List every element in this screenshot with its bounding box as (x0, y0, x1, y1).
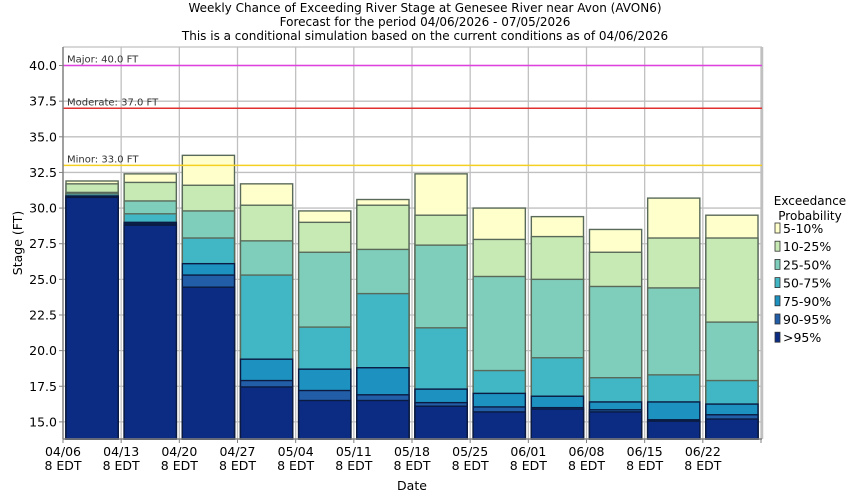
bars (65, 154, 759, 440)
bar-segment-gt95pct (65, 196, 119, 440)
bar-04-20 (181, 154, 236, 440)
x-tick-sublabel: 8 EDT (626, 458, 663, 473)
bar-06-01 (530, 215, 585, 440)
x-axis-label: Date (397, 478, 427, 493)
chart-note: This is a conditional simulation based o… (181, 29, 668, 43)
bar-06-22 (705, 214, 759, 440)
y-tick-label: 35.0 (29, 129, 57, 144)
x-tick-sublabel: 8 EDT (44, 458, 81, 473)
y-tick-label: 32.5 (29, 165, 57, 180)
bar-05-25 (472, 207, 527, 440)
x-tick-label: 05/25 (452, 444, 488, 459)
y-axis-label: Stage (FT) (10, 211, 25, 275)
legend-swatch (774, 277, 781, 289)
bar-segment-gt95pct (705, 418, 759, 440)
bar-04-27 (239, 183, 294, 440)
threshold-lines: Major: 40.0 FT Moderate: 37.0 FT Minor: 33… (63, 55, 762, 167)
x-tick-label: 06/08 (568, 444, 604, 459)
legend-label: 50-75% (783, 276, 831, 291)
x-tick-sublabel: 8 EDT (568, 458, 605, 473)
bar-segment-gt95pct (530, 408, 585, 440)
legend-title-line2: Probability (778, 209, 841, 223)
bar-segment-gt95pct (588, 411, 643, 440)
y-tick-label: 25.0 (29, 272, 57, 287)
bar-segment-gt95pct (239, 386, 294, 440)
bar-05-04 (297, 210, 352, 440)
x-tick-label: 04/06 (45, 444, 81, 459)
chart-subtitle: Forecast for the period 04/06/2026 - 07/… (280, 15, 571, 29)
legend-swatch (774, 240, 781, 252)
x-tick-sublabel: 8 EDT (103, 458, 140, 473)
x-tick-sublabel: 8 EDT (684, 458, 721, 473)
chart-title: Weekly Chance of Exceeding River Stage a… (188, 1, 661, 15)
legend-label: 10-25% (783, 239, 831, 254)
legend-label: 90-95% (783, 312, 831, 327)
bar-segment-gt95pct (123, 224, 178, 440)
threshold-label: Moderate: 37.0 FT (67, 97, 159, 108)
x-tick-sublabel: 8 EDT (277, 458, 314, 473)
legend-label: 5-10% (783, 221, 823, 236)
bar-segment-gt95pct (472, 411, 527, 440)
x-tick-label: 04/13 (103, 444, 139, 459)
x-tick-label: 05/18 (394, 444, 430, 459)
threshold-label: Major: 40.0 FT (67, 55, 139, 66)
legend-label: 75-90% (783, 294, 831, 309)
y-tick-label: 15.0 (29, 414, 57, 429)
bar-segment-gt95pct (181, 286, 236, 440)
legend-label: 25-50% (783, 257, 831, 272)
y-tick-label: 40.0 (29, 58, 57, 73)
bar-segment-gt95pct (646, 420, 701, 440)
threshold-label: Minor: 33.0 FT (67, 154, 139, 165)
legend-label: >95% (783, 330, 821, 345)
bar-segment-gt95pct (356, 399, 410, 440)
x-tick-sublabel: 8 EDT (510, 458, 547, 473)
x-tick-sublabel: 8 EDT (335, 458, 372, 473)
bar-05-18 (414, 173, 468, 440)
legend-swatch (774, 331, 781, 343)
x-tick-sublabel: 8 EDT (161, 458, 198, 473)
legend-swatch (774, 258, 781, 270)
legend-swatch (774, 295, 781, 307)
y-tick-label: 30.0 (29, 201, 57, 216)
legend-items: 5-10% 10-25% 25-50% 50-75% 75-90% 90-95% >95% (774, 221, 831, 345)
legend: Exceedance Probability 5-10% 10-25% 25-50%… (774, 194, 846, 345)
legend-swatch (774, 313, 781, 325)
x-tick-label: 06/15 (627, 444, 663, 459)
y-tick-label: 17.5 (29, 379, 57, 394)
x-tick-label: 05/04 (278, 444, 314, 459)
x-tick-label: 04/20 (161, 444, 197, 459)
bar-segment-gt95pct (414, 405, 468, 440)
y-axis-ticks: 15.0 17.5 20.0 22.5 25.0 27.5 30.0 32.5 35.0 37.5… (29, 58, 63, 429)
bar-segment-gt95pct (297, 399, 352, 440)
x-tick-label: 06/22 (685, 444, 721, 459)
x-tick-sublabel: 8 EDT (219, 458, 256, 473)
x-tick-label: 06/01 (510, 444, 546, 459)
bar-06-15 (646, 197, 701, 440)
y-tick-label: 20.0 (29, 343, 57, 358)
bar-06-08 (588, 228, 643, 440)
chart-title-group: Weekly Chance of Exceeding River Stage a… (181, 1, 668, 43)
x-tick-sublabel: 8 EDT (452, 458, 489, 473)
bar-04-13 (123, 173, 178, 440)
legend-swatch (774, 222, 781, 234)
y-tick-label: 22.5 (29, 307, 57, 322)
x-tick-label: 04/27 (219, 444, 255, 459)
x-tick-sublabel: 8 EDT (393, 458, 430, 473)
y-tick-label: 37.5 (29, 94, 57, 109)
bar-05-11 (356, 198, 410, 440)
legend-title-line1: Exceedance (774, 194, 846, 208)
y-tick-label: 27.5 (29, 236, 57, 251)
bar-04-06 (65, 180, 119, 440)
x-tick-label: 05/11 (336, 444, 372, 459)
